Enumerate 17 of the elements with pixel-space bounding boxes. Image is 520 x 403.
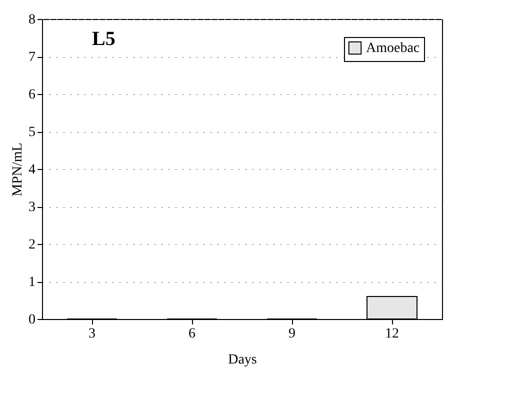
x-tick-label: 9 xyxy=(288,326,296,342)
y-tick-label: 8 xyxy=(28,12,36,28)
x-tick-label: 3 xyxy=(88,326,96,342)
x-tick-label: 12 xyxy=(385,326,399,342)
x-tick-label: 6 xyxy=(188,326,196,342)
y-axis-title: MPN/mL xyxy=(10,142,26,196)
y-tick-label: 6 xyxy=(28,88,36,102)
annotation: L5 xyxy=(92,28,116,50)
legend-label: Amoebac xyxy=(366,41,420,56)
y-tick-label: 2 xyxy=(28,238,36,252)
x-axis-title: Days xyxy=(228,352,257,368)
y-tick-label: 5 xyxy=(28,125,36,140)
y-tick-label: 7 xyxy=(28,50,36,65)
y-tick-label: 1 xyxy=(28,275,36,290)
y-tick-label: 3 xyxy=(28,200,36,215)
y-tick-label: 0 xyxy=(28,312,36,328)
y-tick-label: 4 xyxy=(28,162,36,178)
